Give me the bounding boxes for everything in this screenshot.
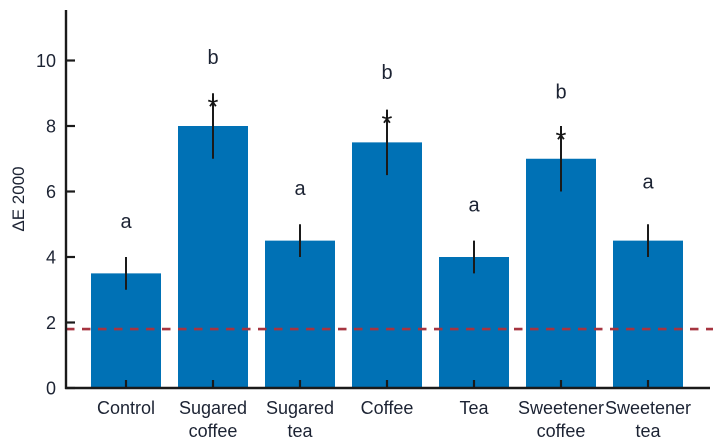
y-tick-label: 0 [46, 379, 56, 399]
x-category-label-line: coffee [537, 421, 586, 440]
significance-asterisk: * [556, 124, 567, 155]
y-tick-label: 2 [46, 313, 56, 333]
x-category-label: Sweetener tea [605, 398, 691, 440]
x-category-label-line: Control [97, 398, 155, 418]
x-category-label: Sugared coffee [179, 398, 247, 440]
bar [613, 240, 683, 388]
x-category-label-line: Tea [459, 398, 489, 418]
x-category-label-line: tea [635, 421, 661, 440]
significance-letter: a [642, 172, 654, 194]
significance-letter: a [294, 178, 306, 200]
x-category-label: Control [97, 398, 155, 418]
bar [178, 126, 248, 388]
significance-letter: a [120, 211, 132, 233]
bar [526, 158, 596, 388]
significance-letter: b [207, 47, 218, 69]
significance-asterisk: * [382, 107, 393, 138]
bar [352, 142, 422, 388]
bar [91, 273, 161, 388]
significance-letter: b [381, 62, 392, 84]
significance-letter: b [555, 82, 566, 104]
bar [439, 257, 509, 388]
x-category-label-line: Coffee [361, 398, 414, 418]
y-tick-label: 6 [46, 182, 56, 202]
y-axis-label: ΔE 2000 [9, 166, 28, 231]
x-category-label: Tea [459, 398, 489, 418]
x-category-label-line: tea [287, 421, 313, 440]
y-tick-label: 10 [36, 51, 56, 71]
x-category-label: Sugared tea [266, 398, 334, 440]
x-category-label-line: Sugared [179, 398, 247, 418]
y-tick-label: 4 [46, 248, 56, 268]
x-category-label-line: Sweetener [518, 398, 604, 418]
significance-asterisk: * [208, 91, 219, 122]
x-category-label-line: coffee [189, 421, 238, 440]
x-category-label-line: Sugared [266, 398, 334, 418]
y-tick-label: 8 [46, 117, 56, 137]
bar [265, 240, 335, 388]
x-category-label: Sweetener coffee [518, 398, 604, 440]
x-category-label: Coffee [361, 398, 414, 418]
significance-letter: a [468, 195, 480, 217]
x-category-label-line: Sweetener [605, 398, 691, 418]
